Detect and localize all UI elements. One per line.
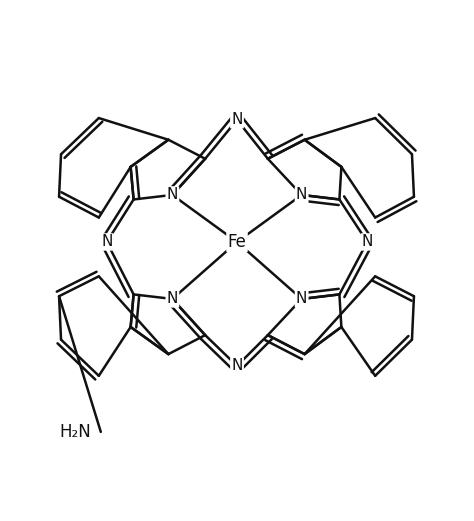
Text: N: N <box>296 291 307 306</box>
Text: N: N <box>167 188 178 203</box>
Text: N: N <box>296 188 307 203</box>
Text: N: N <box>231 358 243 374</box>
Text: N: N <box>167 291 178 306</box>
Text: N: N <box>362 234 373 250</box>
Text: N: N <box>231 113 243 127</box>
Text: N: N <box>101 234 112 250</box>
Text: H₂N: H₂N <box>60 423 91 441</box>
Text: Fe: Fe <box>228 233 246 251</box>
